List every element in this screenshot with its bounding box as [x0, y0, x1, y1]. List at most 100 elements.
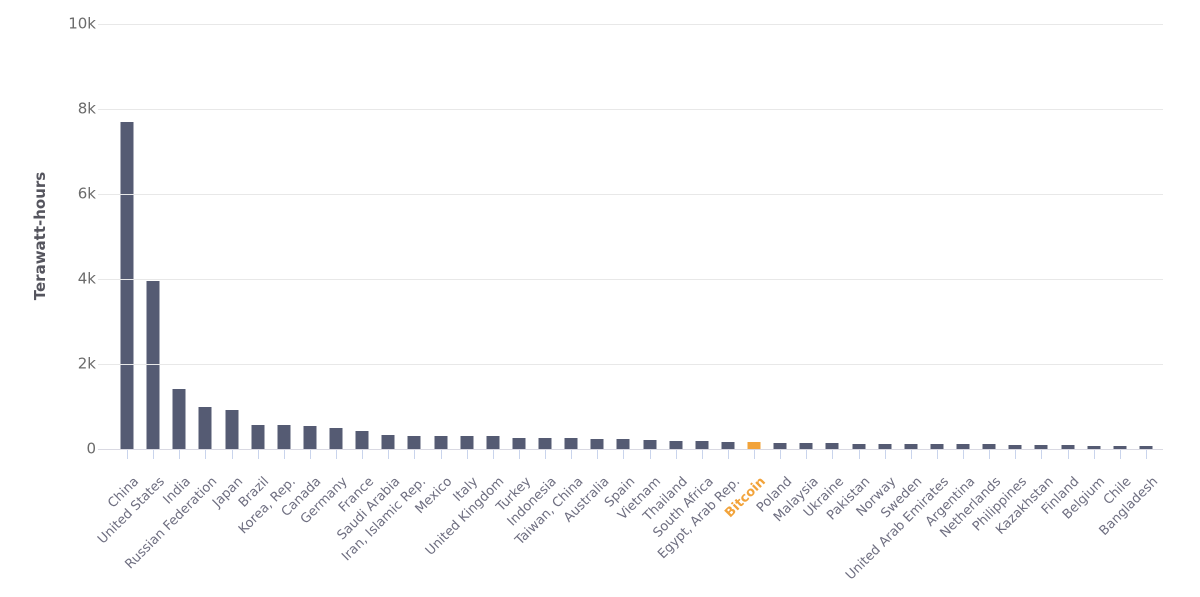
- bar-brazil[interactable]: [251, 425, 265, 449]
- category-slot: India: [161, 24, 194, 507]
- category-slot: United Arab Emirates: [843, 24, 952, 583]
- gridline: [98, 364, 1163, 365]
- bar-mexico[interactable]: [434, 436, 448, 449]
- category-slot: China: [105, 24, 142, 511]
- category-slot: Korea, Rep.: [236, 24, 299, 537]
- category-slot: Netherlands: [937, 24, 1004, 541]
- category-slot: Mexico: [413, 24, 455, 517]
- category-slot: Ukraine: [801, 24, 847, 520]
- category-slot: Turkey: [493, 24, 534, 515]
- bar-sweden[interactable]: [904, 443, 918, 449]
- plot-area: China United States India Russian Federatio…: [95, 24, 1163, 583]
- x-tick: [518, 449, 520, 459]
- bar-chile[interactable]: [1113, 445, 1127, 449]
- category-slot: Spain: [602, 24, 638, 511]
- bar-canada[interactable]: [303, 425, 317, 449]
- x-tick: [179, 449, 181, 459]
- bar-turkey[interactable]: [512, 437, 526, 449]
- x-tick: [205, 449, 207, 459]
- bar-ukraine[interactable]: [825, 443, 839, 449]
- x-tick: [1041, 449, 1043, 459]
- x-tick: [283, 449, 285, 459]
- category-slot: Japan: [210, 24, 246, 511]
- bar-belgium[interactable]: [1087, 445, 1101, 449]
- x-axis-line: [98, 449, 1163, 450]
- x-tick: [362, 449, 364, 459]
- category-slot: Finland: [1039, 24, 1082, 518]
- x-tick: [1015, 449, 1017, 459]
- x-tick: [701, 449, 703, 459]
- category-slot: Philippines: [970, 24, 1030, 534]
- x-tick: [936, 449, 938, 459]
- bar-finland[interactable]: [1061, 445, 1075, 449]
- bar-netherlands[interactable]: [982, 444, 996, 449]
- x-tick: [649, 449, 651, 459]
- category-slot: Iran, Islamic Rep.: [339, 24, 429, 564]
- x-tick: [884, 449, 886, 459]
- x-tick: [1093, 449, 1095, 459]
- x-tick: [597, 449, 599, 459]
- gridline: [98, 24, 1163, 25]
- category-slot: Italy: [451, 24, 482, 505]
- category-slot: South Africa: [650, 24, 717, 541]
- gridline: [98, 109, 1163, 110]
- bar-united-kingdom[interactable]: [486, 436, 500, 449]
- bar-indonesia[interactable]: [538, 438, 552, 449]
- category-slot: Argentina: [923, 24, 978, 530]
- bar-china[interactable]: [120, 121, 134, 449]
- bar-south-africa[interactable]: [695, 440, 709, 449]
- category-slot: Indonesia: [505, 24, 560, 529]
- category-slot: Australia: [561, 24, 612, 526]
- category-slot: Vietnam: [616, 24, 664, 523]
- category-slot: United States: [95, 24, 168, 547]
- y-tick-label: 2k: [77, 354, 96, 373]
- x-tick: [231, 449, 233, 459]
- x-tick: [754, 449, 756, 459]
- category-slot: Bangladesh: [1096, 24, 1161, 539]
- bar-united-states[interactable]: [146, 281, 160, 449]
- bar-spain[interactable]: [616, 439, 630, 449]
- bar-france[interactable]: [355, 430, 369, 449]
- category-slot: Russian Federation: [122, 24, 220, 572]
- bar-russian-federation[interactable]: [198, 407, 212, 449]
- slots: China United States India Russian Federatio…: [95, 24, 1161, 583]
- x-tick: [623, 449, 625, 459]
- bar-norway[interactable]: [878, 443, 892, 449]
- category-slot: Canada: [279, 24, 325, 520]
- category-slot: Bitcoin: [722, 24, 769, 521]
- bar-iran-islamic-rep[interactable]: [407, 435, 421, 449]
- bar-vietnam[interactable]: [643, 439, 657, 449]
- y-axis: 10k 8k 6k 4k 2k 0: [0, 16, 96, 456]
- x-tick: [336, 449, 338, 459]
- bar-korea-rep[interactable]: [277, 425, 291, 449]
- category-slot: Brazil: [236, 24, 273, 511]
- bar-philippines[interactable]: [1008, 444, 1022, 449]
- bar-kazakhstan[interactable]: [1034, 444, 1048, 449]
- bar-bitcoin[interactable]: [747, 442, 761, 449]
- category-slot: Malaysia: [770, 24, 821, 525]
- bar-australia[interactable]: [590, 438, 604, 449]
- category-slot: Germany: [298, 24, 351, 527]
- bar-malaysia[interactable]: [799, 442, 813, 449]
- bar-saudi-arabia[interactable]: [381, 435, 395, 449]
- bar-pakistan[interactable]: [852, 443, 866, 449]
- y-tick-label: 4k: [77, 269, 96, 288]
- bar-poland[interactable]: [773, 442, 787, 449]
- bar-italy[interactable]: [460, 436, 474, 449]
- bar-thailand[interactable]: [669, 440, 683, 449]
- x-tick: [127, 449, 129, 459]
- gridline: [98, 279, 1163, 280]
- x-tick: [466, 449, 468, 459]
- bar-india[interactable]: [172, 388, 186, 449]
- bar-egypt-arab-rep[interactable]: [721, 442, 735, 449]
- bar-taiwan-china[interactable]: [564, 438, 578, 449]
- x-tick: [832, 449, 834, 459]
- bar-japan[interactable]: [225, 409, 239, 449]
- category-slot: France: [336, 24, 377, 515]
- bar-united-arab-emirates[interactable]: [930, 443, 944, 449]
- category-slot: Poland: [754, 24, 795, 516]
- bar-bangladesh[interactable]: [1139, 446, 1153, 449]
- bar-germany[interactable]: [329, 427, 343, 449]
- bar-argentina[interactable]: [956, 443, 970, 449]
- x-tick: [492, 449, 494, 459]
